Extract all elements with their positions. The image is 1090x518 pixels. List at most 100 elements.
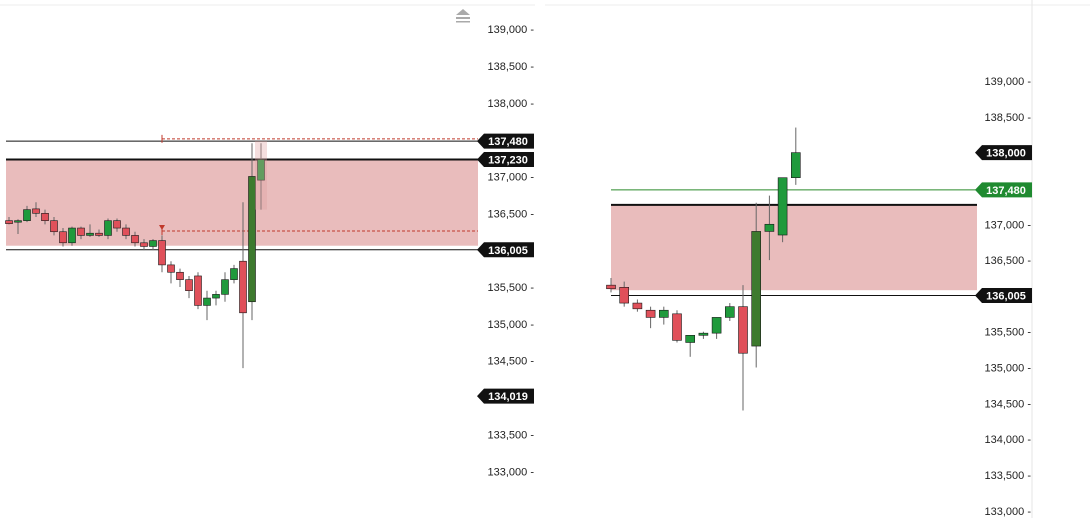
candle[interactable]	[149, 239, 157, 251]
y-tick-label: 136,500 -	[488, 208, 535, 220]
price-badge: 137,480	[477, 133, 534, 149]
candle-body-bear	[738, 306, 748, 354]
left-chart-panel[interactable]: 139,000 - 138,500 - 138,000 - 137,000 - 136,…	[0, 0, 540, 518]
candle[interactable]	[698, 331, 709, 339]
price-badge: 138,000	[975, 145, 1032, 161]
candle-body-bear	[122, 227, 130, 236]
candle[interactable]	[619, 281, 629, 307]
candle-body-bear	[176, 271, 184, 280]
candle[interactable]	[725, 303, 735, 321]
candle-body-bear	[95, 232, 103, 236]
candle-body-bull	[711, 317, 722, 334]
candle[interactable]	[59, 228, 67, 247]
candle[interactable]	[41, 209, 49, 225]
candle[interactable]	[113, 218, 121, 232]
candle[interactable]	[221, 272, 229, 302]
candle-body-bull	[698, 332, 709, 336]
y-tick-label: 137,000 -	[985, 219, 1032, 231]
y-tick-label: 135,000 -	[985, 363, 1032, 375]
candle[interactable]	[104, 218, 112, 240]
candle[interactable]	[185, 275, 193, 299]
candle[interactable]	[176, 268, 184, 288]
candle[interactable]	[14, 219, 22, 234]
candle[interactable]	[167, 261, 175, 284]
candle[interactable]	[194, 272, 202, 310]
candle[interactable]	[659, 306, 669, 325]
y-tick-label: 133,000 -	[985, 506, 1032, 518]
price-badge-bg	[975, 182, 1032, 198]
collapse-arrow-icon[interactable]	[456, 9, 470, 23]
candle[interactable]	[122, 224, 130, 240]
y-tick-label: 137,000 -	[488, 171, 535, 183]
candle-body-bull	[725, 306, 735, 318]
candle-body-bull	[86, 232, 94, 236]
candle-body-bull	[212, 294, 220, 299]
candle[interactable]	[645, 306, 656, 329]
candle-body-bear	[167, 264, 175, 273]
y-tick-label: 138,500 -	[985, 112, 1032, 124]
y-tick-label: 139,000 -	[488, 24, 535, 36]
candle-body-bull	[23, 209, 31, 221]
y-tick-label: 133,000 -	[488, 466, 535, 478]
y-tick-label: 134,500 -	[985, 398, 1032, 410]
y-tick-label: 134,500 -	[488, 356, 535, 368]
candle[interactable]	[711, 317, 722, 339]
candle-body-bear	[619, 287, 629, 304]
candle[interactable]	[23, 205, 31, 223]
candle[interactable]	[32, 202, 40, 217]
candle-body-bear	[77, 227, 85, 236]
candle-body-bear	[41, 213, 49, 221]
candle-body-bear	[606, 284, 616, 290]
right-candlestick-chart[interactable]: 139,000 - 138,500 - 137,000 - 136,500 - 135,…	[545, 0, 1090, 518]
price-badge: 134,019	[477, 388, 534, 404]
y-tick-label: 135,000 -	[488, 319, 535, 331]
candle[interactable]	[751, 202, 761, 368]
last-candle-highlight	[255, 141, 267, 210]
candle-body-bear	[140, 242, 148, 247]
candle-body-bear	[5, 220, 13, 224]
supply-zone	[611, 204, 977, 291]
candle-body-bull	[751, 231, 761, 347]
left-candlestick-chart[interactable]: 139,000 - 138,500 - 138,000 - 137,000 - 136,…	[0, 0, 540, 518]
price-badge: 137,480	[975, 182, 1032, 198]
y-tick-label: 136,500 -	[985, 255, 1032, 267]
candle[interactable]	[77, 226, 85, 240]
candle[interactable]	[158, 235, 166, 273]
candle[interactable]	[672, 310, 682, 343]
candle[interactable]	[5, 216, 13, 225]
candle-body-bull	[257, 159, 265, 181]
candle[interactable]	[777, 177, 788, 243]
price-badge-bg	[477, 152, 534, 168]
price-badge-label: 137,230	[488, 155, 528, 167]
candle[interactable]	[68, 226, 76, 246]
candle[interactable]	[230, 264, 238, 284]
candle[interactable]	[86, 224, 94, 237]
candle[interactable]	[239, 202, 247, 369]
candle[interactable]	[140, 239, 148, 251]
candle[interactable]	[248, 143, 256, 321]
candle-body-bear	[113, 220, 121, 229]
price-badge-label: 136,005	[986, 291, 1026, 303]
candle[interactable]	[212, 290, 220, 306]
candle-body-bull	[659, 309, 669, 318]
candle-body-bear	[194, 275, 202, 306]
candle[interactable]	[95, 229, 103, 237]
candle[interactable]	[632, 299, 643, 312]
candle[interactable]	[791, 127, 801, 185]
y-tick-label: 133,500 -	[985, 470, 1032, 482]
candle[interactable]	[131, 231, 139, 247]
candle[interactable]	[606, 278, 616, 293]
y-tick-label: 138,500 -	[488, 61, 535, 73]
order-marker-icon[interactable]	[159, 224, 165, 230]
y-tick-label: 133,500 -	[488, 429, 535, 441]
candle-body-bull	[685, 335, 695, 343]
candle[interactable]	[685, 335, 695, 357]
candle[interactable]	[257, 143, 265, 210]
candle-body-bear	[185, 279, 193, 291]
right-chart-panel[interactable]: 139,000 - 138,500 - 137,000 - 136,500 - 135,…	[545, 0, 1090, 518]
y-tick-label: 138,000 -	[488, 98, 535, 110]
candle[interactable]	[50, 216, 58, 236]
candle[interactable]	[764, 195, 775, 261]
candle[interactable]	[738, 285, 748, 411]
candle[interactable]	[203, 290, 211, 321]
